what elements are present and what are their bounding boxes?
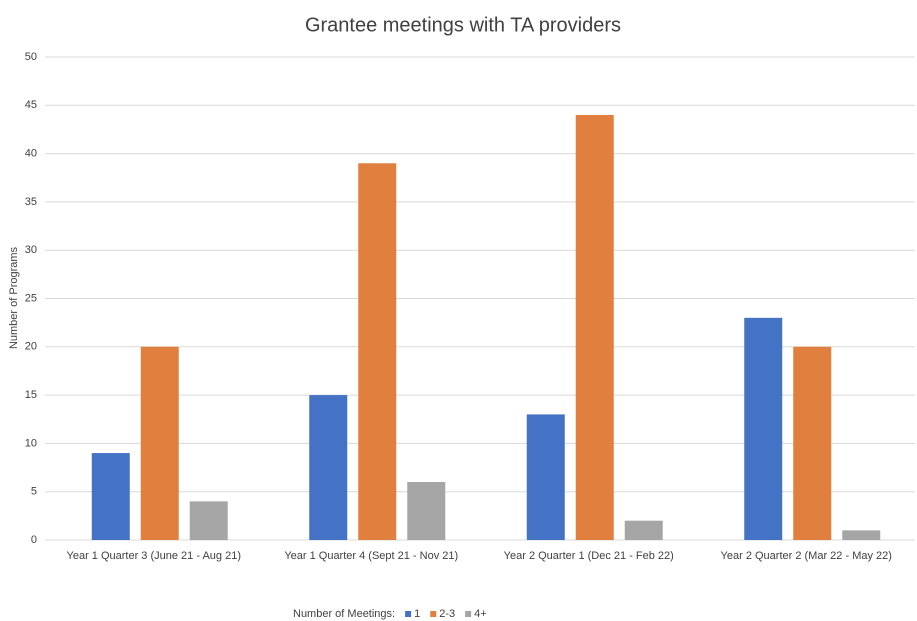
legend-label: 4+ xyxy=(474,608,487,620)
legend-swatch xyxy=(465,611,472,617)
legend-title: Number of Meetings: xyxy=(293,608,395,620)
y-tick-label: 10 xyxy=(25,437,37,449)
legend-label: 2-3 xyxy=(439,608,455,620)
y-tick-label: 0 xyxy=(31,534,37,546)
y-tick-label: 30 xyxy=(25,244,37,256)
y-tick-label: 50 xyxy=(25,51,37,63)
bar xyxy=(358,163,397,540)
bar xyxy=(744,317,783,540)
bar xyxy=(526,414,565,540)
x-tick-label: Year 1 Quarter 3 (June 21 - Aug 21) xyxy=(67,550,241,562)
y-tick-label: 25 xyxy=(25,292,37,304)
x-tick-label: Year 2 Quarter 1 (Dec 21 - Feb 22) xyxy=(504,550,674,562)
bar xyxy=(140,346,179,540)
bar xyxy=(793,346,832,540)
chart-title: Grantee meetings with TA providers xyxy=(305,14,621,36)
legend-swatch xyxy=(405,611,412,617)
bar xyxy=(407,482,446,540)
x-tick-label: Year 1 Quarter 4 (Sept 21 - Nov 21) xyxy=(284,550,458,562)
bar xyxy=(842,530,881,540)
y-tick-label: 45 xyxy=(25,99,37,111)
y-tick-label: 40 xyxy=(25,148,37,160)
y-tick-label: 15 xyxy=(25,389,37,401)
bar xyxy=(575,114,614,541)
y-tick-label: 35 xyxy=(25,196,37,208)
bar xyxy=(91,453,130,540)
y-tick-label: 5 xyxy=(31,486,37,498)
bar xyxy=(624,520,663,540)
legend-swatch xyxy=(430,611,437,617)
legend-label: 1 xyxy=(414,608,420,620)
bar xyxy=(189,501,228,540)
bar xyxy=(309,395,348,540)
x-tick-label: Year 2 Quarter 2 (Mar 22 - May 22) xyxy=(721,550,892,562)
y-tick-label: 20 xyxy=(25,341,37,353)
y-axis-label: Number of Programs xyxy=(8,246,20,349)
